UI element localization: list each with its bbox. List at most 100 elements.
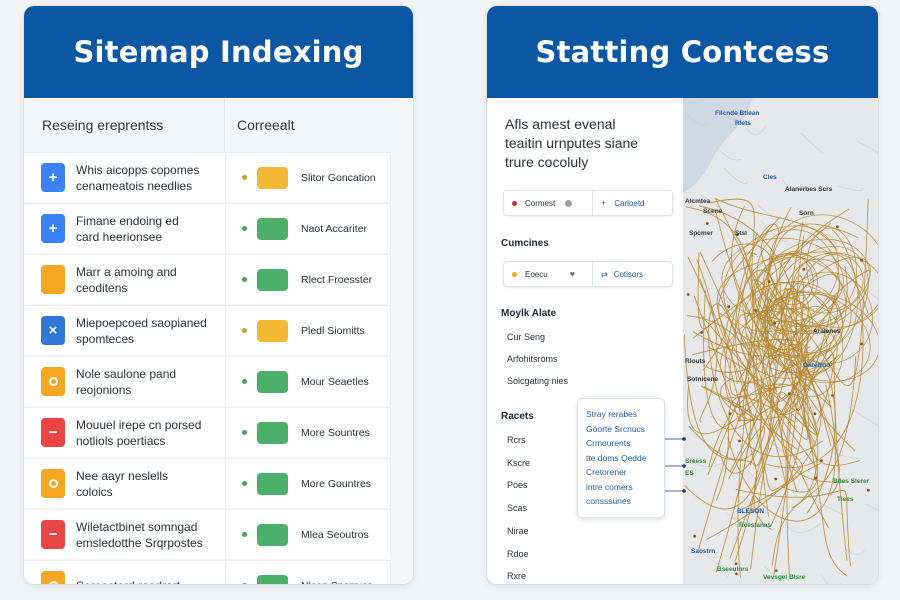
filter-option[interactable]: Solcgating nies	[507, 376, 569, 386]
terrain-line	[686, 114, 710, 126]
status-row[interactable]: Mour Seaetles	[225, 356, 391, 406]
map-label: Bseeulnrs	[717, 566, 749, 573]
table-row[interactable]: − Wiletactbinet somngad emsledotthe Srqrpo…	[24, 509, 225, 559]
route-loop	[742, 252, 847, 356]
filter-option[interactable]: Arfohitsroms	[507, 354, 558, 364]
table-row[interactable]: × Miepoepcoed saopianed spomteces	[24, 305, 225, 355]
red-dot-icon	[512, 200, 517, 206]
route-loop	[760, 291, 871, 384]
table-row[interactable]: + Fimane endoing ed card heerionsee	[24, 203, 225, 253]
status-row[interactable]: Mlea Seoutros	[225, 509, 391, 559]
map-label: Bdes Slerer	[833, 478, 870, 485]
racet-item[interactable]: Rcrs	[507, 435, 526, 445]
category-select[interactable]: Eoecu ♥	[504, 262, 592, 286]
circle-icon	[41, 469, 65, 498]
route-line	[804, 346, 840, 496]
map-label: Alcmtea	[685, 198, 711, 205]
collected-button[interactable]: + Carloetd	[592, 191, 672, 215]
tooltip-line: Goorte Srcnucs	[586, 423, 646, 434]
racet-item[interactable]: Nirae	[507, 525, 529, 536]
terrain-line	[780, 176, 806, 192]
status-row[interactable]: Nlesn Sporryes	[225, 560, 391, 584]
row-description: Miepoepcoed saopianed spomteces	[76, 315, 207, 347]
route-map-canvas[interactable]	[683, 98, 878, 584]
tooltip-line: intre comers	[586, 481, 633, 492]
status-label: Slitor Goncation	[301, 171, 376, 184]
category-control[interactable]: Eoecu ♥ ⇄ Cotisors	[503, 261, 673, 287]
cursors-label: Cotisors	[613, 269, 644, 279]
route-line	[718, 426, 766, 480]
row-line: Wiletactbinet somngad	[76, 519, 198, 534]
table-row[interactable]: Marr a amoing and ceoditens	[24, 254, 225, 304]
route-node	[767, 280, 771, 283]
dash-icon: −	[41, 520, 65, 549]
terrain-line	[857, 141, 878, 154]
map-label: Rceslanas	[739, 522, 772, 529]
terrain-line	[756, 203, 782, 219]
status-dot-icon	[242, 277, 247, 282]
route-line	[687, 256, 822, 491]
table-row[interactable]: Seroocterd reodrart	[24, 560, 225, 584]
status-row[interactable]: More Gountres	[225, 458, 391, 508]
racet-item[interactable]: Scas	[507, 503, 528, 514]
heart-icon: ♥	[569, 269, 576, 279]
route-node	[773, 321, 777, 325]
status-badge	[257, 574, 288, 584]
terrain-line	[830, 309, 860, 323]
route-node	[860, 342, 863, 346]
row-line: Nole saulone pand	[76, 366, 177, 381]
status-dot-icon	[242, 379, 247, 384]
status-row[interactable]: More Sountres	[225, 407, 391, 457]
row-line: Seroocterd reodrart	[76, 578, 180, 585]
route-map[interactable]: Fllcnde Btiean Rlets Cles Alanerbes Scrs Alc…	[683, 98, 878, 584]
route-loop	[768, 214, 878, 328]
status-row[interactable]: Pledl Siomitts	[225, 305, 391, 355]
status-row[interactable]: Rlect Froesster	[225, 254, 391, 304]
racet-item[interactable]: Kscre	[507, 457, 531, 468]
racet-item[interactable]: Poes	[507, 480, 528, 491]
table-row[interactable]: − Mouuel irepe cn porsed notliols poertiac…	[24, 407, 225, 457]
comment-control[interactable]: Cormest + Carloetd	[503, 190, 673, 216]
route-loop	[755, 307, 808, 404]
comment-toggle[interactable]: Cormest	[504, 191, 592, 215]
filter-option[interactable]: Cur Seng	[507, 332, 546, 342]
route-line	[706, 269, 870, 373]
route-node	[736, 233, 739, 237]
route-node	[774, 477, 778, 481]
status-row[interactable]: Slitor Goncation	[225, 152, 391, 202]
filter-panel: Afls amest evenal teaitin urnputes siane…	[487, 98, 683, 584]
route-loop	[762, 291, 878, 382]
tooltip-line: Stray rerabes	[586, 409, 638, 419]
table-row[interactable]: Nole saulone pand reojonions	[24, 356, 225, 406]
swap-icon: ⇄	[601, 269, 608, 279]
row-line: Miepoepcoed saopianed	[76, 315, 207, 330]
row-line: Marr a amoing and	[76, 264, 177, 279]
row-description: Wiletactbinet somngad emsledotthe Srqrpos…	[76, 519, 203, 551]
map-label: Spcmer	[689, 230, 713, 237]
table-row[interactable]: Nee aayr neslells coloics	[24, 458, 225, 508]
cursors-button[interactable]: ⇄ Cotisors	[592, 262, 672, 286]
row-line: coloics	[76, 484, 113, 499]
route-loop	[793, 256, 871, 327]
plus-icon: +	[601, 198, 607, 208]
racet-item[interactable]: Rxre	[507, 571, 527, 582]
terrain-line	[854, 282, 878, 300]
status-row[interactable]: Naot Accariter	[225, 203, 391, 253]
sitemap-indexing-title: Sitemap Indexing	[24, 6, 413, 98]
terrain-line	[844, 547, 866, 555]
route-line	[771, 355, 857, 566]
table-row[interactable]: + Whis aicopps copomes cenameatois needlie…	[24, 152, 225, 202]
water-area	[683, 98, 753, 193]
route-node	[738, 439, 741, 443]
route-node	[693, 534, 697, 538]
map-label: Fllcnde Btiean	[715, 110, 760, 117]
route-node	[836, 225, 839, 229]
panel-description: Afls amest evenal teaitin urnputes siane…	[505, 115, 638, 172]
racet-item[interactable]: Rdoe	[507, 548, 529, 559]
circle-icon	[41, 367, 65, 396]
map-label: Rlouts	[685, 358, 706, 365]
resources-column: Reseing ereprentss + Whis aicopps copomes…	[24, 98, 225, 584]
comment-label: Cormest	[525, 198, 556, 208]
status-label: Rlect Froesster	[301, 273, 373, 286]
route-line	[742, 252, 775, 366]
